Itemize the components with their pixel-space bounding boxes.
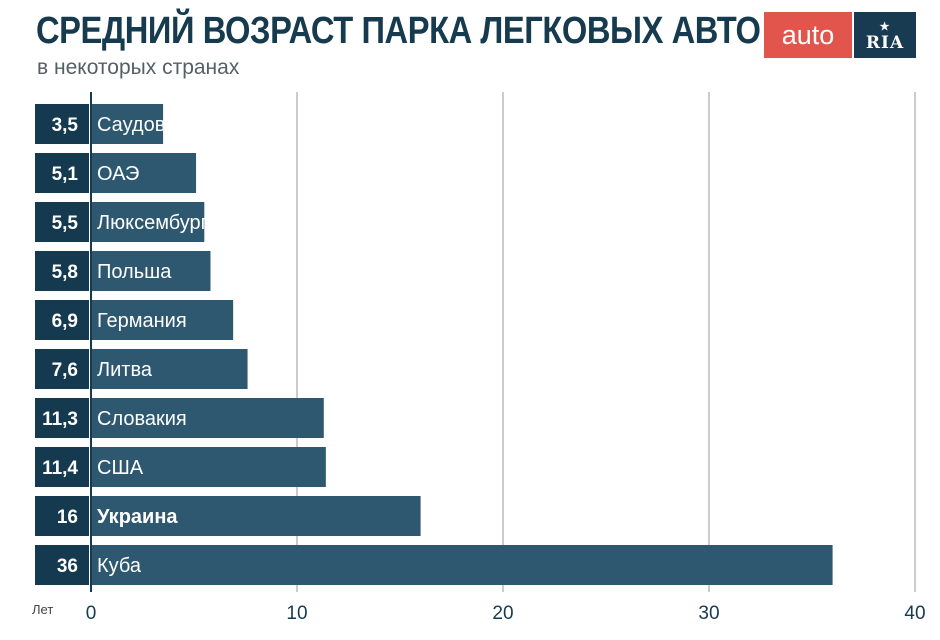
- category-label: Украина: [97, 506, 178, 528]
- x-tick-label: 20: [492, 603, 513, 624]
- category-label: Германия: [97, 310, 187, 332]
- logo-auto-part: auto: [764, 12, 852, 58]
- value-label: 11,3: [42, 409, 78, 430]
- value-label: 11,4: [42, 458, 78, 479]
- value-label: 7,6: [52, 360, 78, 381]
- category-label: Польша: [97, 261, 172, 283]
- value-label: 5,8: [52, 262, 78, 283]
- bar: [91, 447, 326, 487]
- bar: [91, 496, 421, 536]
- category-label: Литва: [97, 359, 153, 381]
- value-box: [35, 349, 89, 389]
- bar: [91, 300, 234, 340]
- value-box: [35, 251, 89, 291]
- bar: [91, 251, 211, 291]
- value-label: 36: [57, 556, 78, 577]
- x-tick-label: 30: [698, 603, 719, 624]
- value-box: [35, 398, 89, 438]
- category-label: ОАЭ: [97, 163, 139, 185]
- x-axis-label: Лет: [32, 602, 53, 617]
- value-box: [35, 496, 89, 536]
- value-box: [35, 104, 89, 144]
- bar: [91, 398, 324, 438]
- bar: [91, 545, 833, 585]
- category-label: Люксембург: [97, 212, 208, 234]
- star-icon: ★: [879, 20, 891, 33]
- category-label: Словакия: [97, 408, 187, 430]
- value-box: [35, 545, 89, 585]
- bar: [91, 153, 197, 193]
- logo-ria-text: RIA: [865, 33, 905, 53]
- category-label: Саудовская Аравия: [97, 114, 280, 136]
- bar: [91, 202, 205, 242]
- chart-subtitle: в некоторых странах: [37, 56, 240, 79]
- value-box: [35, 447, 89, 487]
- value-label: 16: [57, 507, 78, 528]
- value-label: 3,5: [52, 115, 79, 136]
- value-box: [35, 202, 89, 242]
- autoria-logo: auto ★ RIA: [764, 12, 916, 58]
- logo-ria-part: ★ RIA: [854, 12, 916, 58]
- value-label: 6,9: [52, 311, 78, 332]
- bar: [91, 104, 164, 144]
- chart-title: СРЕДНИЙ ВОЗРАСТ ПАРКА ЛЕГКОВЫХ АВТО: [36, 10, 761, 52]
- x-tick-label: 0: [86, 603, 97, 624]
- value-box: [35, 153, 89, 193]
- category-label: Куба: [97, 555, 142, 577]
- category-label: США: [97, 457, 144, 479]
- value-label: 5,5: [52, 213, 79, 234]
- value-box: [35, 300, 89, 340]
- x-tick-label: 40: [904, 603, 925, 624]
- x-tick-label: 10: [286, 603, 307, 624]
- value-label: 5,1: [52, 164, 79, 185]
- bar: [91, 349, 248, 389]
